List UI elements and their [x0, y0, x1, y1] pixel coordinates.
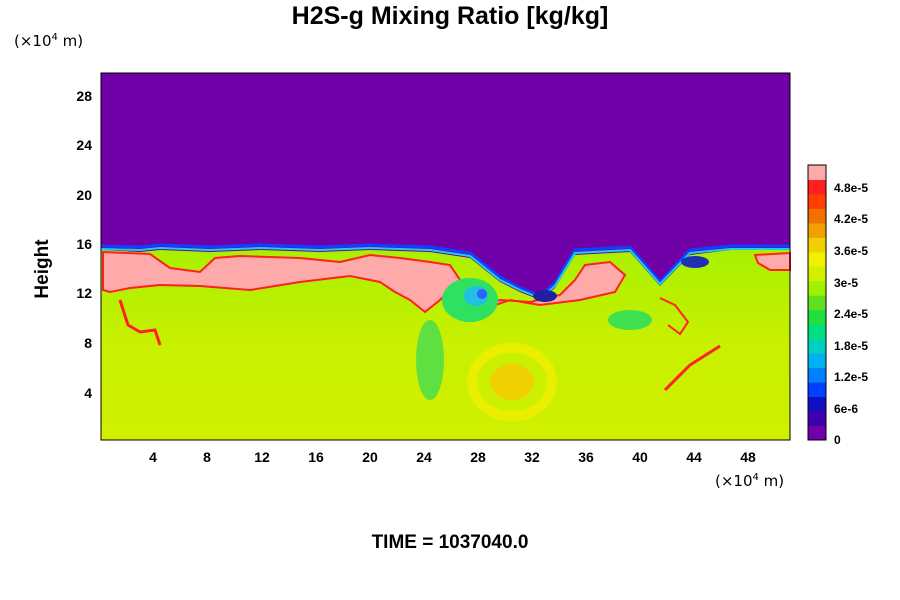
chart-title: H2S-g Mixing Ratio [kg/kg]: [291, 2, 609, 30]
y-tick-28: 28: [76, 88, 92, 104]
max-region-center: [474, 260, 627, 313]
x-tick-24: 24: [416, 449, 432, 465]
colorbar-label-1.2e-5: 1.2e-5: [834, 370, 869, 384]
yellow-halo: [467, 343, 557, 421]
colorbar-label-2.4e-5: 2.4e-5: [834, 307, 869, 321]
filament-3: [659, 297, 690, 336]
y-tick-20: 20: [76, 187, 92, 203]
colorbar-band: [808, 208, 826, 224]
y-tick-12: 12: [76, 285, 92, 301]
x-unit-label: (×104 m): [715, 472, 785, 490]
interface-band: [100, 243, 790, 298]
colorbar-band: [808, 425, 826, 441]
colorbar-label-6e-6: 6e-6: [834, 402, 859, 416]
x-tick-36: 36: [578, 449, 594, 465]
green-eddy-3: [608, 310, 652, 330]
x-tick-8: 8: [203, 449, 211, 465]
colorbar-label-1.8e-5: 1.8e-5: [834, 339, 869, 353]
time-label: TIME = 1037040.0: [371, 532, 529, 553]
filament-2: [663, 344, 721, 392]
colorbar-band: [808, 309, 826, 325]
x-tick-20: 20: [362, 449, 378, 465]
colorbar-label-4.2e-5: 4.2e-5: [834, 212, 869, 226]
x-tick-44: 44: [686, 449, 702, 465]
dark-eddy-2: [681, 256, 709, 268]
colorbar-frame: [807, 164, 827, 441]
colorbar-band: [808, 280, 826, 296]
colorbar-band: [808, 266, 826, 282]
x-tick-16: 16: [308, 449, 324, 465]
y-unit-label: (×104 m): [14, 32, 84, 50]
y-tick-16: 16: [76, 236, 92, 252]
colorbar-label-3e-5: 3e-5: [834, 276, 859, 290]
x-tick-40: 40: [632, 449, 648, 465]
x-tick-12: 12: [254, 449, 270, 465]
dark-eddy-1: [533, 290, 557, 302]
colorbar-band: [808, 222, 826, 238]
x-tick-4: 4: [149, 449, 157, 465]
plot-frame: [100, 72, 791, 441]
x-tick-32: 32: [524, 449, 540, 465]
colorbar-band: [808, 338, 826, 354]
colorbar-band: [808, 411, 826, 427]
max-region-left: [102, 250, 462, 314]
colorbar-label-4.8e-5: 4.8e-5: [834, 181, 869, 195]
colorbar-band: [808, 295, 826, 311]
y-tick-24: 24: [76, 137, 92, 153]
colorbar-band: [808, 165, 826, 180]
x-tick-48: 48: [740, 449, 756, 465]
blue-eddy-1: [477, 289, 487, 299]
colorbar-label-0: 0: [834, 433, 841, 447]
colorbar-band: [808, 353, 826, 369]
colorbar: [807, 164, 827, 441]
yellow-core: [490, 364, 534, 400]
y-tick-4: 4: [84, 385, 92, 401]
max-region-right: [753, 251, 791, 271]
x-tick-28: 28: [470, 449, 486, 465]
interface-cyan: [100, 246, 790, 300]
y-tick-8: 8: [84, 335, 92, 351]
colorbar-band: [808, 237, 826, 253]
colorbar-band: [808, 251, 826, 267]
colorbar-band: [808, 179, 826, 195]
colorbar-band: [808, 382, 826, 398]
lower-layer-region: [101, 250, 790, 440]
colorbar-band: [808, 396, 826, 412]
filament-1: [118, 299, 162, 346]
colorbar-label-3.6e-5: 3.6e-5: [834, 244, 869, 258]
colorbar-band: [808, 193, 826, 209]
colorbar-band: [808, 367, 826, 383]
green-eddy-2: [416, 320, 444, 400]
colorbar-band: [808, 324, 826, 340]
